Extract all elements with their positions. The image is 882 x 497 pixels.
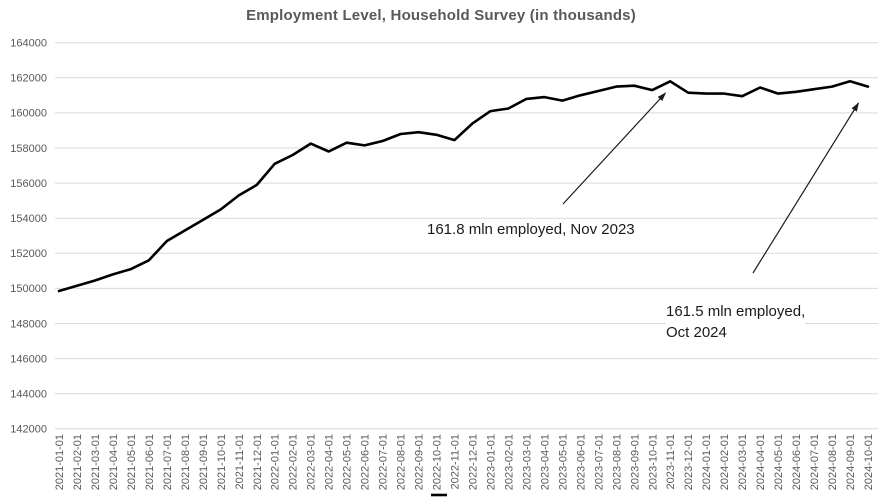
x-axis-tick-label: 2023-09-01: [629, 434, 641, 490]
chart-title: Employment Level, Household Survey (in t…: [246, 7, 636, 24]
x-axis-tick-label: 2023-10-01: [647, 434, 659, 490]
x-axis-tick-label: 2022-08-01: [396, 434, 408, 490]
x-axis-tick-label: 2022-03-01: [306, 434, 318, 490]
y-axis-tick-label: 158000: [10, 143, 47, 155]
x-axis-tick-label: 2021-07-01: [162, 434, 174, 490]
x-axis-tick-label: 2024-06-01: [791, 434, 803, 490]
x-axis-tick-label: 2022-01-01: [270, 434, 282, 490]
x-axis-tick-label: 2022-12-01: [467, 434, 479, 490]
x-axis-tick-label: 2022-04-01: [324, 434, 336, 490]
x-axis-tick-label: 2024-10-01: [863, 434, 875, 490]
y-axis-tick-label: 148000: [10, 318, 47, 330]
x-axis-tick-label: 2023-05-01: [557, 434, 569, 490]
y-axis-tick-label: 150000: [10, 283, 47, 295]
x-axis-tick-label: 2022-11-01: [450, 434, 462, 489]
x-axis-tick-label: 2022-02-01: [288, 434, 300, 490]
x-axis-tick-label: 2023-02-01: [503, 434, 515, 490]
y-axis-tick-label: 160000: [10, 108, 47, 120]
x-axis-tick-label: 2021-06-01: [144, 434, 156, 490]
y-axis-tick-label: 164000: [10, 38, 47, 50]
x-axis-tick-label: 2024-09-01: [845, 434, 857, 490]
y-axis-tick-label: 152000: [10, 248, 47, 260]
x-axis-tick-label: 2021-03-01: [90, 434, 102, 490]
x-axis-tick-label: 2023-03-01: [521, 434, 533, 490]
y-axis-tick-label: 156000: [10, 178, 47, 190]
y-axis-tick-label: 162000: [10, 73, 47, 85]
x-axis-tick-label: 2021-12-01: [252, 434, 264, 490]
x-axis-tick-label: 2021-01-01: [54, 434, 66, 490]
x-axis-tick-label: 2022-06-01: [360, 434, 372, 490]
x-axis-tick-label: 2023-08-01: [611, 434, 623, 490]
x-axis-tick-label: 2024-01-01: [701, 434, 713, 490]
y-axis-tick-label: 144000: [10, 389, 47, 401]
annotation-nov-2023: 161.8 mln employed, Nov 2023: [427, 219, 635, 240]
x-axis-tick-label: 2022-10-01: [432, 434, 444, 490]
x-axis-tick-label: 2021-02-01: [72, 434, 84, 490]
x-axis-tick-label: 2021-05-01: [126, 434, 138, 490]
x-axis-tick-label: 2021-11-01: [234, 434, 246, 489]
x-axis-tick-label: 2024-08-01: [827, 434, 839, 490]
x-axis-tick-label: 2022-05-01: [342, 434, 354, 490]
annotation-oct-2024-line1: 161.5 mln employed,: [666, 303, 806, 320]
x-axis-tick-label: 2021-09-01: [198, 434, 210, 490]
x-axis-tick-label: 2022-07-01: [378, 434, 390, 490]
annotation-oct-2024: 161.5 mln employed, Oct 2024: [666, 301, 806, 343]
x-axis-tick-label: 2024-07-01: [809, 434, 821, 490]
x-axis-tick-label: 2024-03-01: [737, 434, 749, 490]
y-axis-tick-label: 142000: [10, 424, 47, 436]
annotation-oct-2024-line2: Oct 2024: [666, 324, 727, 341]
x-axis-tick-label: 2021-08-01: [180, 434, 192, 490]
x-axis-tick-label: 2024-04-01: [755, 434, 767, 490]
x-axis-tick-label: 2024-05-01: [773, 434, 785, 490]
x-axis-tick-label: 2023-11-01: [665, 434, 677, 489]
arrow-to-oct-2024: [752, 102, 860, 274]
x-axis-tick-label: 2024-02-01: [719, 434, 731, 490]
x-axis-tick-label: 2023-04-01: [539, 434, 551, 490]
x-axis-tick-label: 2021-10-01: [216, 434, 228, 490]
x-axis-tick-label: 2022-09-01: [414, 434, 426, 490]
y-axis-tick-label: 146000: [10, 353, 47, 365]
x-axis-tick-label: 2023-12-01: [683, 434, 695, 490]
x-axis-tick-label: 2023-01-01: [485, 434, 497, 490]
y-axis-tick-label: 154000: [10, 213, 47, 225]
x-axis-tick-label: 2023-06-01: [575, 434, 587, 490]
employment-series-line: [57, 80, 870, 293]
arrow-to-nov-2023: [562, 92, 667, 205]
x-axis-tick-label: 2021-04-01: [108, 434, 120, 490]
x-axis-tick-label: 2023-07-01: [593, 434, 605, 490]
